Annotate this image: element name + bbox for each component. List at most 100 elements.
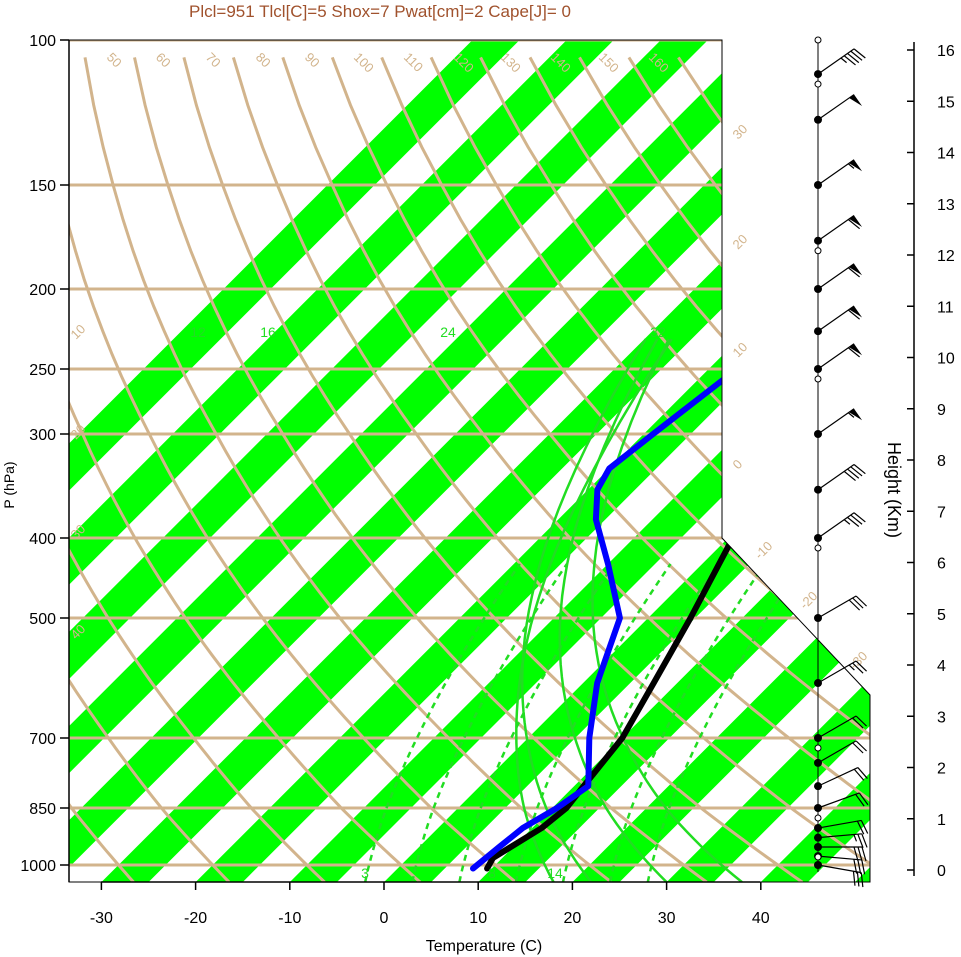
wind-barb-feather <box>855 715 867 727</box>
wind-barb-feather <box>847 267 860 278</box>
wind-barb-feather <box>853 464 866 475</box>
temperature-band <box>855 40 870 882</box>
height-tick-label: 3 <box>937 709 946 726</box>
temperature-tick-label: 0 <box>380 910 389 927</box>
dry-adiabat-label: 50 <box>104 50 125 71</box>
dry-adiabat <box>726 56 870 882</box>
wind-barb-feather <box>861 846 867 862</box>
wind-barb-feather <box>850 50 863 61</box>
wind-barb-staff <box>817 305 855 332</box>
wind-level-dot <box>814 36 822 44</box>
dry-adiabat-label: 70 <box>203 50 224 71</box>
mixing-ratio-line <box>458 563 616 882</box>
wind-barb-feather <box>853 48 866 59</box>
dry-adiabat-label: 100 <box>351 50 377 76</box>
dry-adiabat <box>479 56 870 882</box>
temperature-band <box>69 40 772 882</box>
wind-barb-staff <box>817 660 857 684</box>
height-tick-label: 0 <box>937 863 946 880</box>
wind-barb-flag <box>849 94 863 107</box>
wind-barb-feather <box>857 767 868 779</box>
wind-barb-half-feather <box>843 519 851 525</box>
height-tick-label: 11 <box>937 299 954 316</box>
height-tick-label: 12 <box>937 248 955 265</box>
height-axis-title: Height (Km) <box>884 442 904 538</box>
wind-barb-feather <box>843 470 856 482</box>
pressure-tick-label: 150 <box>29 178 56 195</box>
height-tick-label: 8 <box>937 453 946 470</box>
wind-barb-staff <box>817 792 860 809</box>
wind-barb-half-feather <box>840 57 847 64</box>
dry-adiabat-label: 80 <box>253 50 274 71</box>
line-labels: 50 60 70 80 90 100 110 120 130 140 150 1603020100-1… <box>68 50 871 881</box>
temperature-tick-label: -30 <box>90 910 113 927</box>
wind-level-dot <box>814 80 822 88</box>
wind-barb-staff <box>817 715 857 739</box>
temperature-tick-label: 40 <box>752 910 770 927</box>
temperature-tick-label: 30 <box>658 910 676 927</box>
wind-barb-flag <box>849 215 863 227</box>
mixing-ratio-line <box>411 563 568 882</box>
wind-barb-flag <box>849 305 863 318</box>
wind-barb-feather <box>857 859 862 875</box>
wind-barb-feather <box>850 514 863 525</box>
dry-adiabat <box>231 56 870 882</box>
dry-adiabat <box>133 57 708 882</box>
wind-barb-feather <box>858 792 869 806</box>
wind-barb-feather <box>847 52 860 64</box>
wind-level-dot <box>814 853 822 861</box>
moist-adiabat-label: 0 <box>730 456 746 472</box>
temperature-band <box>478 40 870 882</box>
wind-barb-feather <box>857 833 864 848</box>
height-tick-label: 13 <box>937 197 955 214</box>
pressure-tick-label: 400 <box>29 531 56 548</box>
temperature-tick-label: 10 <box>469 910 487 927</box>
wind-barb-staff <box>817 159 855 186</box>
dry-adiabat <box>69 57 517 882</box>
wind-barb-feather <box>850 466 863 477</box>
wind-barb-flag <box>849 159 863 172</box>
mixing-ratio-label: 14 <box>547 865 563 881</box>
wind-barb-staff <box>817 214 855 242</box>
moist-adiabat-label: 10 <box>730 339 751 360</box>
temperature-band <box>101 40 870 882</box>
wind-barb-feather <box>852 871 856 886</box>
mixing-ratio-line <box>608 563 766 882</box>
wind-barb-staff <box>817 94 855 121</box>
wind-barb-feather <box>847 309 860 320</box>
wind-barb-feather <box>860 872 864 888</box>
wind-barb-feather <box>847 219 860 230</box>
mixing-ratio-lines <box>363 338 804 882</box>
chart-title: Plcl=951 Tlcl[C]=5 Shox=7 Pwat[cm]=2 Cap… <box>189 2 571 21</box>
dry-adiabat <box>69 57 135 882</box>
temperature-band <box>949 0 961 882</box>
temperature-band <box>69 40 866 882</box>
wind-barb-feather <box>853 846 859 862</box>
wind-barb-feather <box>852 662 864 674</box>
temperature-tick-label: 20 <box>564 910 582 927</box>
wind-barb-feather <box>847 347 860 358</box>
wind-barb-staff <box>817 343 855 370</box>
wind-level-dot <box>814 247 822 255</box>
wind-barb-flag <box>849 343 863 356</box>
wind-barb-staff <box>817 833 862 839</box>
temperature-tick-label: -10 <box>278 910 301 927</box>
moist-adiabat <box>591 338 743 882</box>
x-axis-title: Temperature (C) <box>426 938 542 955</box>
wind-barb-feather <box>856 871 860 887</box>
wind-barb-half-feather <box>847 412 855 418</box>
wind-barb-feather <box>843 55 856 66</box>
mixing-ratio-label: 32 <box>650 324 666 340</box>
height-tick-label: 15 <box>937 94 955 111</box>
wind-barb-flag <box>849 408 863 421</box>
wind-barb-feather <box>852 717 864 729</box>
wind-barb-staff <box>817 595 857 619</box>
height-tick-label: 14 <box>937 146 955 163</box>
wind-level-dot <box>814 814 822 822</box>
wind-barb-feather <box>855 793 865 807</box>
wind-barb-feather <box>861 859 866 875</box>
moist-adiabat-label: 10 <box>68 321 89 342</box>
moist-adiabat-label: 20 <box>730 231 751 252</box>
wind-barb-feather <box>855 660 867 672</box>
wind-barb-feather <box>861 833 868 848</box>
